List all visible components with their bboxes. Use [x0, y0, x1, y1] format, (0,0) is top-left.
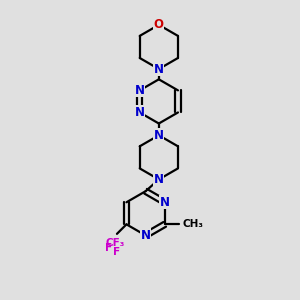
Text: N: N — [154, 62, 164, 76]
Text: N: N — [154, 129, 164, 142]
Text: F: F — [113, 247, 120, 257]
Text: O: O — [154, 18, 164, 32]
Text: N: N — [154, 173, 164, 186]
Text: CF₃: CF₃ — [106, 238, 125, 248]
Text: CH₃: CH₃ — [182, 219, 203, 229]
Text: N: N — [141, 229, 151, 242]
Text: F: F — [105, 243, 112, 253]
Text: N: N — [135, 84, 145, 97]
Text: N: N — [160, 196, 170, 209]
Text: N: N — [135, 106, 145, 119]
